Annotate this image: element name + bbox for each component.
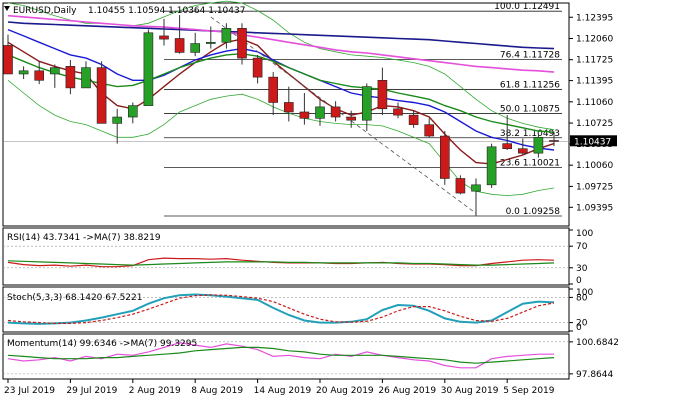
candle [377,67,388,116]
price-axis: 1.12395 1.12060 1.11725 1.11395 1.11060 1.107… [569,13,613,213]
date-tick-label: 30 Aug 2019 [441,386,499,396]
candle [190,32,200,57]
candle [96,61,107,124]
fib-level-label: 38.2 1.10493 [500,129,560,139]
candle [471,178,481,216]
date-tick-label: 5 Sep 2019 [503,386,555,396]
candle [517,138,528,156]
fib-level-label: 100.0 1.12491 [494,2,560,12]
indicator-line-momentum_ma [7,346,555,364]
indicator-tick-label: 70 [576,242,588,252]
candle [455,175,466,195]
date-axis: 23 Jul 2019 29 Jul 2019 2 Aug 2019 8 Aug 20… [4,379,555,396]
stochastic-label: Stoch(5,3,3) 68.1420 67.5221 [7,293,142,303]
indicator-tick-label: 30 [576,264,588,274]
candle [34,61,45,85]
candle [393,102,403,119]
moving-average-ma_long [7,21,555,50]
price-tick-label: 1.11725 [576,56,613,66]
fib-level-label: 0.0 1.09258 [506,207,561,217]
candle [3,34,13,75]
indicator-line-stoch_main [7,293,555,325]
rsi-label: RSI(14) 43.7341 ->MA(7) 38.8219 [7,233,161,243]
candle [268,72,279,116]
candle [549,131,559,147]
fib-level-label: 23.6 1.10021 [500,159,560,169]
candle [299,92,310,125]
date-tick-label: 8 Aug 2019 [191,386,243,396]
indicator-tick-label: 80 [576,293,588,303]
trend-line [210,16,477,214]
candle [424,118,435,138]
candle [65,60,76,95]
indicator-line-stoch_signal [7,294,555,324]
momentum-axis: 100.6842 97.8644 [569,338,619,380]
current-price-label: 1.10437 [574,137,611,147]
fib-level-label: 76.4 1.11728 [500,51,560,61]
candle [237,23,247,65]
current-price-marker: 1.10437 [570,135,617,147]
rsi-panel: 100 70 30 0 RSI(14) 43.7341 ->MA(7) 38.8219 [2,227,593,286]
candle [143,29,154,106]
rsi-axis: 100 70 30 0 [569,229,593,286]
candlesticks [3,15,559,216]
price-tick-label: 1.10725 [576,119,613,129]
candle [81,61,91,89]
price-tick-label: 1.11060 [576,98,613,108]
candle [159,18,169,46]
indicator-tick-label: 100 [576,288,593,298]
momentum-panel: 100.6842 97.8644 Momentum(14) 99.6346 ->M… [2,333,619,380]
candle [315,99,325,126]
candle [221,23,232,49]
fib-level-label: 50.0 1.10875 [500,105,560,115]
trend-line-dashed [210,16,477,214]
indicator-tick-label: 20 [576,319,588,329]
fib-level-label: 61.8 1.11256 [500,80,560,90]
indicator-line-rsi_ma [7,260,555,266]
indicator-tick-label: 0 [576,323,582,333]
candle [330,101,341,122]
candle [283,86,294,122]
candle [486,143,497,188]
candle [128,102,138,124]
date-tick-label: 26 Aug 2019 [378,386,436,396]
candle [49,64,60,88]
moving-average-ma_pink [7,14,555,73]
date-tick-label: 29 Jul 2019 [66,386,117,396]
candle [439,130,450,185]
date-tick-label: 2 Aug 2019 [129,386,181,396]
candle [533,134,544,158]
price-tick-label: 1.11395 [576,77,613,87]
indicator-tick-label: 100 [576,229,593,239]
chart-title: EURUSD,Daily [13,6,77,16]
price-tick-label: 1.09725 [576,182,613,192]
candle [361,83,372,131]
date-tick-label: 14 Aug 2019 [254,386,312,396]
candle [206,26,216,49]
price-tick-label: 1.09395 [576,203,613,213]
candle [174,15,185,54]
candle [502,115,513,150]
indicator-tick-label: 0 [576,276,582,286]
candle [408,110,419,128]
candle [252,54,263,84]
collapse-arrow-icon[interactable] [4,6,10,11]
candle [112,108,122,144]
price-tick-label: 1.10060 [576,161,613,171]
candle [18,66,29,80]
indicator-tick-label: 100.6842 [576,338,619,348]
price-tick-label: 1.12395 [576,13,613,23]
date-tick-label: 23 Jul 2019 [4,386,55,396]
momentum-label: Momentum(14) 99.6346 ->MA(7) 99.3295 [7,339,197,349]
candle [346,110,357,128]
indicator-tick-label: 97.8644 [576,370,613,380]
ohlc-readout: 1.10455 1.10594 1.10364 1.10437 [88,6,245,16]
price-tick-label: 1.12060 [576,34,613,44]
date-tick-label: 20 Aug 2019 [316,386,374,396]
price-panel: 100.0 1.12491 76.4 1.11728 61.8 1.11256 50.… [2,0,617,227]
